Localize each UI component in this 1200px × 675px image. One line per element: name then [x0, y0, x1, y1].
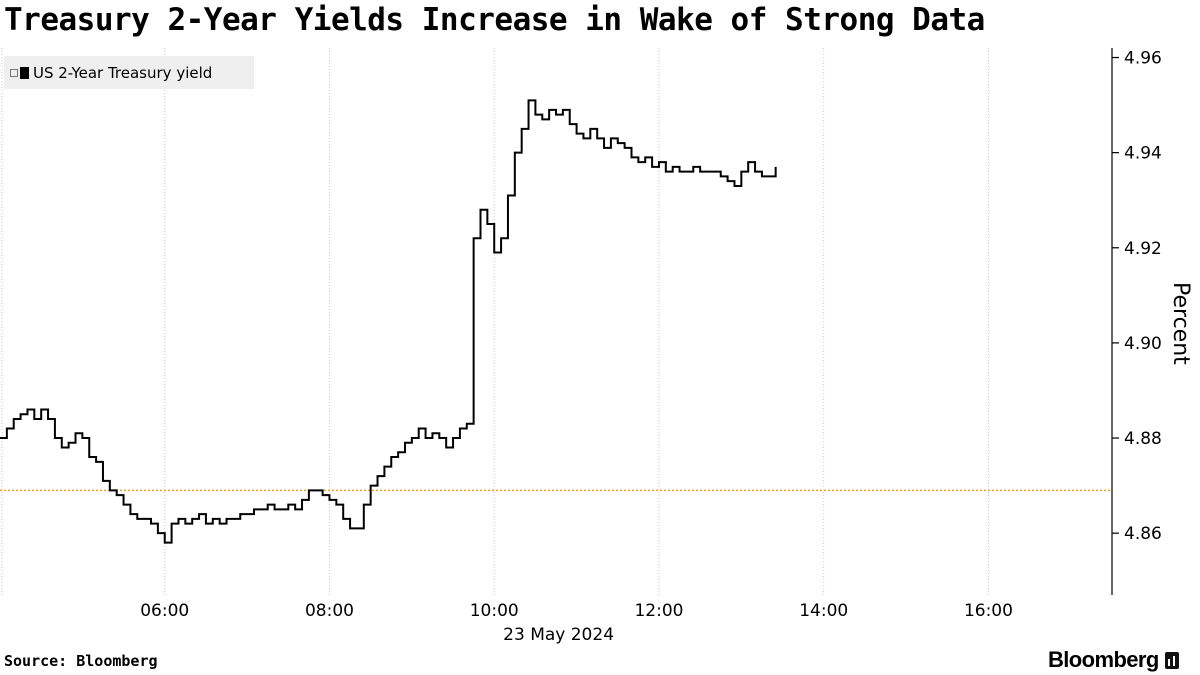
brand-logo: Bloomberg	[1048, 647, 1179, 673]
y-axis-label: Percent	[1168, 282, 1193, 365]
chart-title: Treasury 2-Year Yields Increase in Wake …	[4, 2, 985, 38]
y-axis: 4.86 4.88 4.90 4.92 4.94 4.96	[1112, 49, 1162, 544]
x-tick-label: 12:00	[634, 601, 683, 621]
legend-swatch	[20, 66, 29, 79]
x-tick-label: 14:00	[799, 601, 848, 621]
grid	[1, 48, 989, 595]
date-label: 23 May 2024	[503, 625, 614, 645]
legend: US 2-Year Treasury yield	[4, 56, 254, 89]
y-tick-label: 4.92	[1124, 239, 1162, 259]
y-tick-label: 4.90	[1124, 334, 1162, 354]
x-axis: 06:00 08:00 10:00 12:00 14:00 16:00	[140, 601, 1013, 621]
y-tick-label: 4.86	[1124, 524, 1162, 544]
x-tick-label: 08:00	[305, 601, 354, 621]
brand-name: Bloomberg	[1048, 647, 1159, 672]
x-tick-label: 06:00	[140, 601, 189, 621]
legend-label: US 2-Year Treasury yield	[33, 63, 213, 82]
bloomberg-icon	[1164, 651, 1179, 669]
source-note: Source: Bloomberg	[4, 652, 158, 670]
x-tick-label: 16:00	[964, 601, 1013, 621]
y-tick-label: 4.94	[1124, 144, 1162, 164]
series-line-us-2-year-treasury-yield	[0, 99, 777, 544]
x-tick-label: 10:00	[470, 601, 519, 621]
legend-toggle-icon[interactable]	[10, 68, 18, 77]
y-tick-label: 4.96	[1124, 49, 1162, 69]
y-tick-label: 4.88	[1124, 429, 1162, 449]
